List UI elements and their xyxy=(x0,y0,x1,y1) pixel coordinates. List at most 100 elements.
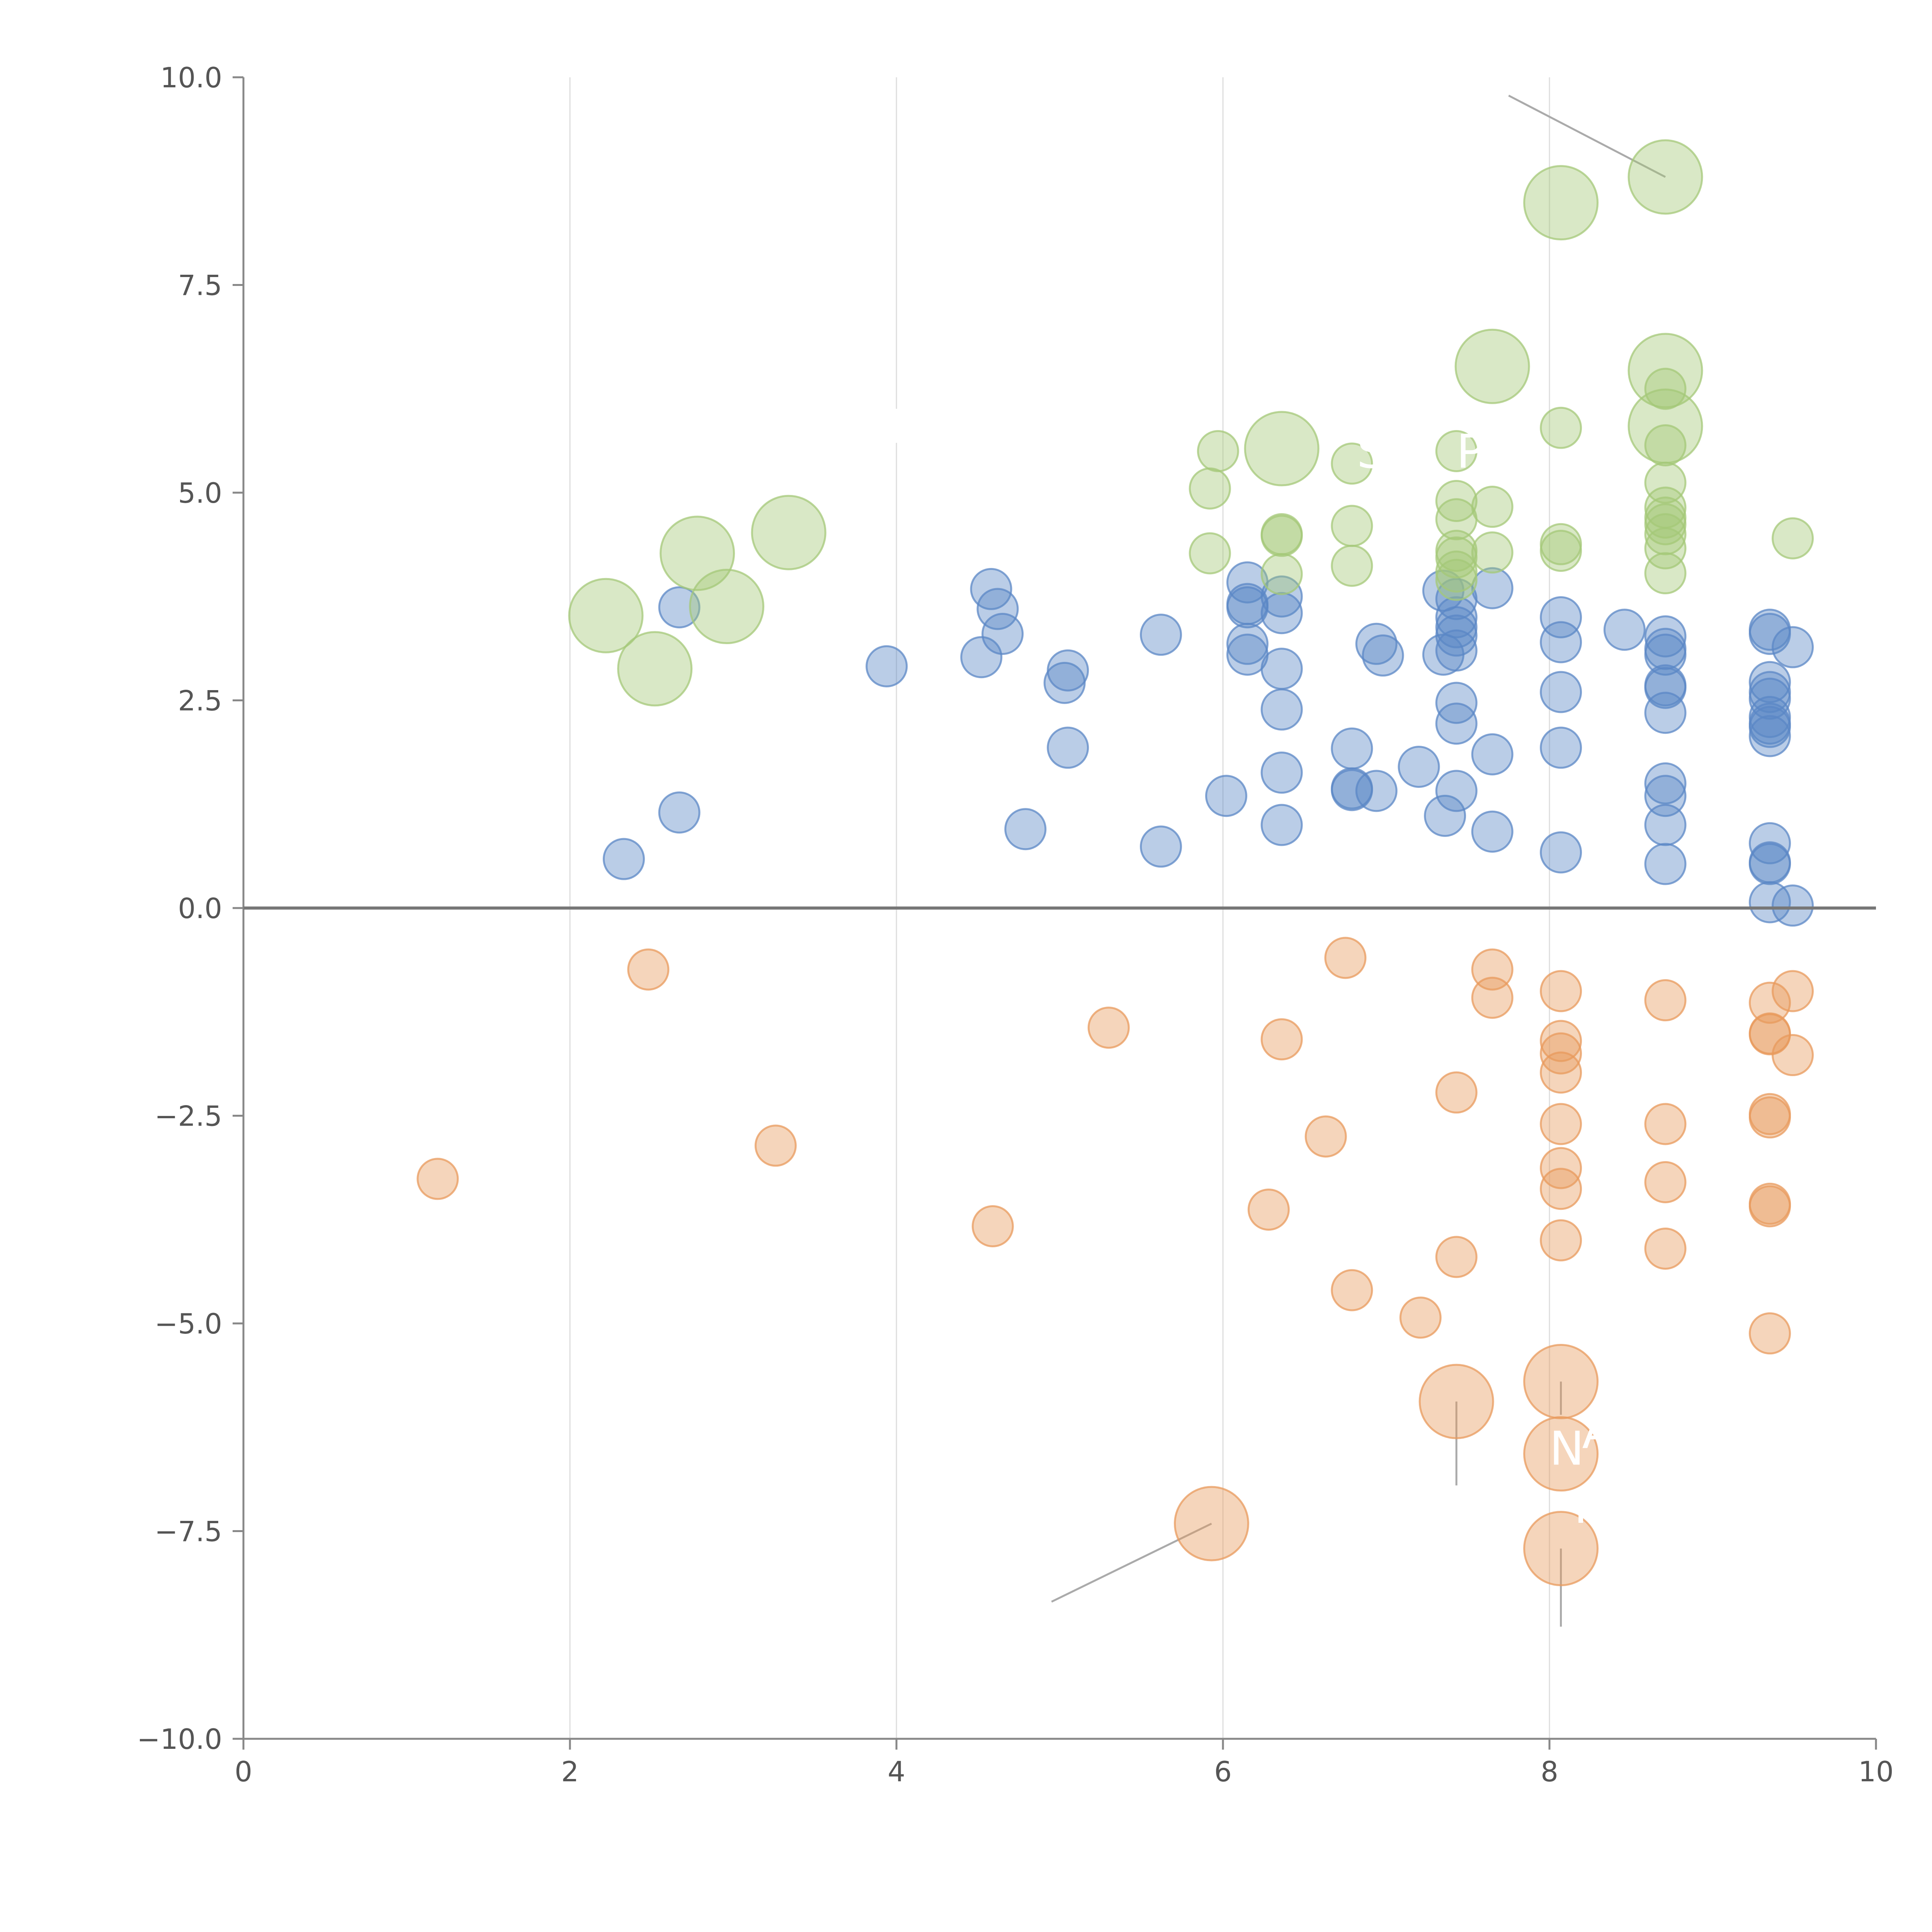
orange-bubble xyxy=(627,948,670,991)
blue-bubble xyxy=(1260,648,1303,690)
annotation-tick xyxy=(681,604,727,608)
orange-bubble xyxy=(1540,1020,1582,1062)
blue-bubble xyxy=(1398,746,1440,788)
orange-bubble xyxy=(1324,937,1367,979)
green-bubble xyxy=(1331,544,1373,587)
annotation-tick xyxy=(1281,447,1321,456)
blue-bubble xyxy=(1471,567,1514,609)
annotation-tick xyxy=(1483,347,1493,367)
blue-bubble xyxy=(1748,613,1791,655)
blue-bubble xyxy=(1748,661,1791,703)
green-bubble xyxy=(1260,553,1303,595)
blue-bubble xyxy=(658,586,701,629)
blue-bubble xyxy=(1540,726,1582,769)
annotation-leader-line xyxy=(1051,1522,1212,1603)
green-bubble xyxy=(1644,513,1687,555)
orange-bubble xyxy=(1644,979,1687,1022)
orange-bubble xyxy=(1435,1071,1478,1114)
blue-bubble xyxy=(1772,626,1814,668)
blue-bubble xyxy=(1471,733,1514,776)
blue-bubble xyxy=(1471,810,1514,853)
blue-bubble xyxy=(602,838,645,880)
green-bubble xyxy=(1471,531,1514,574)
annotation-label: E xyxy=(888,400,918,454)
blue-bubble xyxy=(1748,843,1791,885)
x-tick-label: 4 xyxy=(888,1755,905,1788)
y-tick-label: 7.5 xyxy=(178,269,222,302)
orange-bubble xyxy=(754,1124,797,1167)
orange-bubble xyxy=(1399,1296,1442,1339)
x-tick-label: 8 xyxy=(1541,1755,1558,1788)
annotation-tick xyxy=(693,538,698,554)
orange-bubble xyxy=(1331,1269,1373,1311)
x-tick-label: 10 xyxy=(1858,1755,1894,1788)
blue-bubble xyxy=(1540,831,1582,874)
green-bubble xyxy=(1644,424,1687,466)
blue-bubble xyxy=(1748,706,1791,748)
green-bubble xyxy=(1523,165,1599,241)
orange-bubble xyxy=(1644,1103,1687,1145)
orange-bubble xyxy=(1418,1364,1494,1439)
x-tick-label: 6 xyxy=(1214,1755,1232,1788)
green-bubble xyxy=(1435,536,1478,579)
orange-bubble xyxy=(1644,1161,1687,1203)
blue-bubble xyxy=(1540,596,1582,638)
green-bubble xyxy=(751,495,827,570)
orange-bubble xyxy=(1523,1511,1599,1587)
blue-bubble xyxy=(1748,881,1791,923)
x-tick-label: 0 xyxy=(235,1755,252,1788)
annotation-label: A xyxy=(1582,1406,1614,1459)
orange-bubble xyxy=(1260,1018,1303,1061)
orange-bubble xyxy=(1540,1219,1582,1262)
orange-bubble xyxy=(1540,1103,1582,1145)
orange-bubble xyxy=(1772,970,1814,1012)
green-bubble xyxy=(1628,388,1703,464)
orange-bubble xyxy=(1748,1312,1791,1355)
y-tick-label: −2.5 xyxy=(155,1100,222,1133)
annotation-tick xyxy=(616,664,655,670)
blue-bubble xyxy=(1331,769,1373,811)
y-tick-label: 5.0 xyxy=(178,477,222,509)
green-bubble xyxy=(1435,480,1478,522)
blue-bubble xyxy=(1435,702,1478,745)
green-bubble xyxy=(1331,505,1373,547)
green-bubble xyxy=(1197,430,1239,472)
annotation-label: SU xyxy=(1357,425,1420,479)
green-bubble xyxy=(617,631,693,707)
orange-bubble xyxy=(1540,1168,1582,1210)
blue-bubble xyxy=(1260,688,1303,731)
blue-bubble xyxy=(1260,592,1303,634)
green-bubble xyxy=(1644,552,1687,595)
green-bubble xyxy=(1628,333,1703,408)
blue-bubble xyxy=(1644,667,1687,709)
green-bubble xyxy=(1244,411,1320,486)
blue-bubble xyxy=(1139,825,1182,868)
green-bubble xyxy=(1628,139,1703,215)
green-bubble xyxy=(1471,486,1514,528)
blue-bubble xyxy=(960,636,1003,679)
orange-bubble xyxy=(1540,1051,1582,1094)
annotation-leader-line xyxy=(1508,95,1666,178)
orange-bubble xyxy=(1540,970,1582,1012)
blue-bubble xyxy=(1260,804,1303,846)
green-bubble xyxy=(1772,517,1814,560)
orange-bubble xyxy=(1304,1115,1347,1158)
blue-bubble xyxy=(1435,629,1478,672)
orange-bubble xyxy=(1247,1188,1290,1231)
annotation-label: P xyxy=(1456,425,1484,479)
blue-bubble xyxy=(1644,633,1687,676)
y-tick-label: −5.0 xyxy=(155,1308,222,1340)
blue-bubble xyxy=(1226,622,1269,665)
blue-bubble xyxy=(1004,808,1047,850)
orange-bubble xyxy=(417,1158,459,1200)
blue-bubble xyxy=(1644,692,1687,734)
axes: 0 2 4 6 8 10 −10.0 −7.5 −5.0 −2.5 0.0 2.5 5.0 7.5 10.0 xyxy=(137,61,1893,1788)
green-bubble xyxy=(1435,559,1478,601)
annotation-label: N xyxy=(1549,1422,1584,1476)
orange-bubble xyxy=(1644,1228,1687,1270)
orange-bubble xyxy=(1748,1185,1791,1228)
blue-bubble xyxy=(1644,775,1687,817)
y-tick-label: 2.5 xyxy=(178,685,222,717)
y-tick-label: −7.5 xyxy=(155,1515,222,1548)
green-bubble xyxy=(568,578,644,653)
